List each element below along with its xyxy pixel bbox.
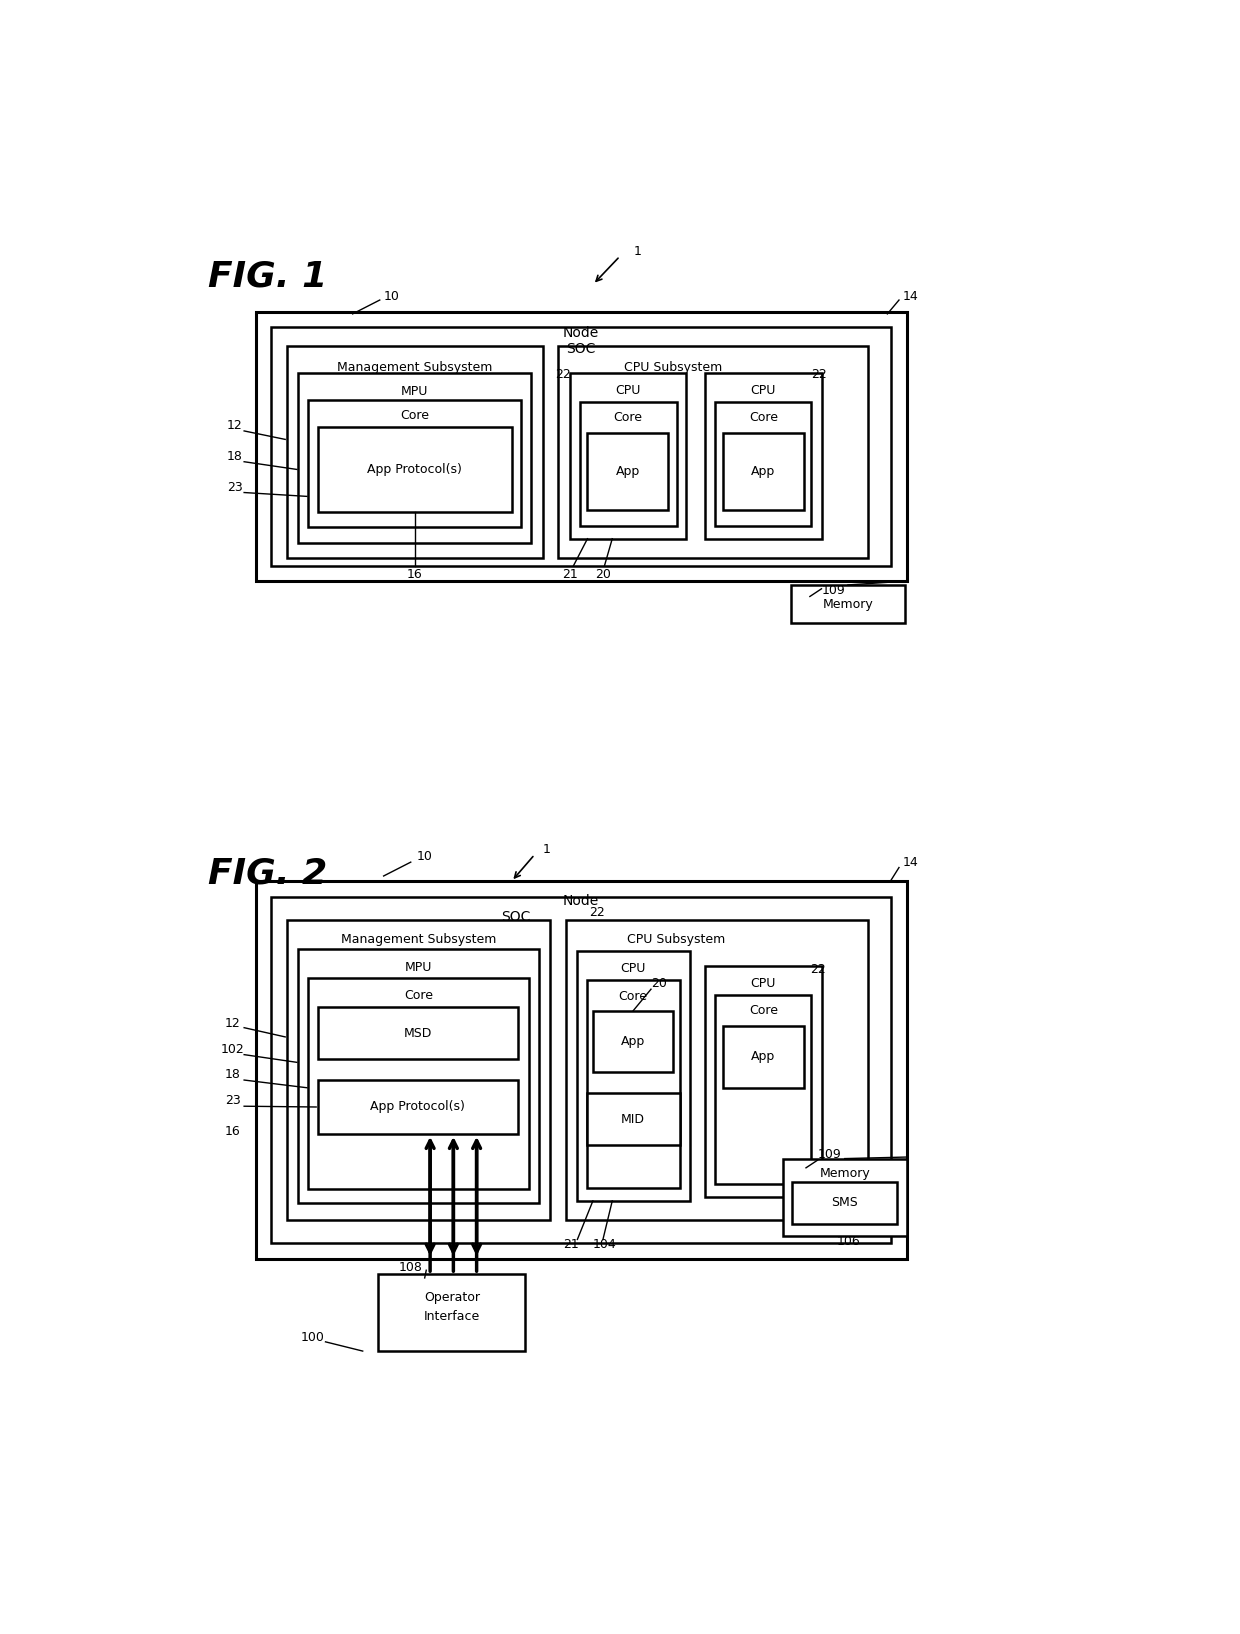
Text: MPU: MPU: [404, 961, 433, 974]
Bar: [286, 920, 551, 1221]
Text: Core: Core: [749, 412, 777, 425]
Bar: [569, 373, 686, 539]
Bar: [299, 949, 538, 1203]
Text: App: App: [615, 466, 640, 479]
Text: App Protocol(s): App Protocol(s): [371, 1100, 465, 1113]
Text: 104: 104: [593, 1239, 616, 1252]
Text: 18: 18: [227, 449, 243, 462]
Bar: [558, 346, 868, 557]
Bar: [299, 373, 531, 542]
Bar: [286, 346, 543, 557]
Bar: [723, 1026, 804, 1088]
Text: SOC: SOC: [501, 910, 529, 923]
Text: Management Subsystem: Management Subsystem: [337, 361, 492, 374]
Text: 14: 14: [903, 289, 919, 302]
Bar: [272, 327, 892, 565]
Text: 23: 23: [224, 1095, 241, 1108]
Bar: [791, 585, 905, 624]
Text: 109: 109: [821, 583, 844, 596]
Text: 16: 16: [224, 1126, 241, 1139]
Bar: [317, 1080, 518, 1134]
Text: Core: Core: [749, 1005, 777, 1018]
Text: Node: Node: [563, 894, 599, 909]
Text: 20: 20: [595, 569, 611, 582]
Bar: [782, 1159, 906, 1235]
Text: 12: 12: [224, 1016, 241, 1029]
Bar: [317, 426, 511, 511]
Text: Memory: Memory: [820, 1167, 870, 1180]
Text: 22: 22: [810, 964, 826, 977]
Bar: [723, 433, 804, 510]
Text: 20: 20: [651, 977, 667, 990]
Text: Core: Core: [619, 990, 647, 1003]
Text: SOC: SOC: [567, 342, 596, 356]
Text: MSD: MSD: [403, 1026, 432, 1039]
Text: 14: 14: [903, 856, 919, 869]
Bar: [714, 995, 811, 1185]
Text: 16: 16: [407, 569, 423, 582]
Text: CPU Subsystem: CPU Subsystem: [626, 933, 725, 946]
Text: 18: 18: [224, 1069, 241, 1082]
Bar: [706, 373, 821, 539]
Text: App Protocol(s): App Protocol(s): [367, 462, 463, 475]
Text: 1: 1: [634, 245, 642, 258]
Text: 106: 106: [837, 1235, 861, 1248]
Bar: [792, 1181, 898, 1224]
Text: Node: Node: [563, 327, 599, 340]
Text: 22: 22: [589, 905, 605, 918]
Text: App: App: [751, 1051, 775, 1064]
Text: CPU: CPU: [750, 384, 776, 397]
Text: SMS: SMS: [831, 1196, 858, 1209]
Text: Core: Core: [614, 412, 642, 425]
Bar: [580, 402, 677, 526]
Text: Management Subsystem: Management Subsystem: [341, 933, 496, 946]
Text: Memory: Memory: [822, 598, 873, 611]
Text: 12: 12: [227, 418, 243, 431]
Bar: [706, 966, 821, 1198]
Bar: [587, 980, 680, 1188]
Bar: [578, 951, 689, 1201]
Text: 102: 102: [221, 1042, 244, 1056]
Bar: [309, 400, 521, 528]
Text: CPU: CPU: [620, 962, 646, 975]
Text: Operator: Operator: [424, 1291, 480, 1304]
Text: CPU: CPU: [615, 384, 640, 397]
Text: MID: MID: [621, 1113, 645, 1126]
Text: CPU Subsystem: CPU Subsystem: [624, 361, 722, 374]
Text: CPU: CPU: [750, 977, 776, 990]
Text: 10: 10: [383, 289, 399, 302]
Text: 21: 21: [563, 1239, 579, 1252]
Text: FIG. 2: FIG. 2: [207, 856, 327, 891]
Text: Core: Core: [401, 408, 429, 422]
Bar: [309, 977, 528, 1190]
Text: 1: 1: [542, 843, 551, 856]
Text: FIG. 1: FIG. 1: [207, 260, 327, 294]
Bar: [593, 1011, 673, 1072]
Bar: [588, 433, 668, 510]
Bar: [378, 1275, 526, 1351]
Text: 10: 10: [417, 850, 433, 863]
Text: Interface: Interface: [424, 1310, 480, 1324]
Bar: [255, 312, 906, 582]
Text: 108: 108: [399, 1261, 423, 1275]
Text: Core: Core: [404, 989, 433, 1002]
Text: 100: 100: [301, 1330, 325, 1343]
Text: 22: 22: [811, 368, 827, 381]
Bar: [317, 1007, 518, 1059]
Text: 21: 21: [562, 569, 578, 582]
Text: 109: 109: [817, 1149, 841, 1162]
Bar: [272, 897, 892, 1243]
Text: App: App: [621, 1034, 645, 1047]
Bar: [714, 402, 811, 526]
Text: MPU: MPU: [401, 386, 428, 399]
Bar: [255, 881, 906, 1258]
Text: 23: 23: [227, 480, 243, 493]
Text: 22: 22: [556, 368, 572, 381]
Text: App: App: [751, 466, 775, 479]
Bar: [565, 920, 868, 1221]
Bar: [587, 1093, 680, 1145]
